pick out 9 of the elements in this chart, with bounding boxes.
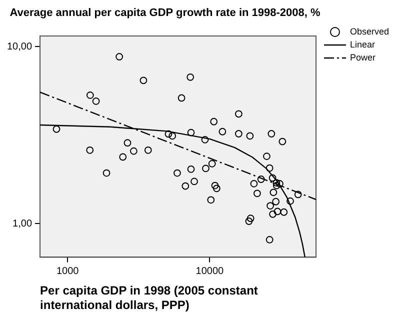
y-tick-label: 1,00 [12,218,32,230]
x-axis-title: Per capita GDP in 1998 (2005 constant international dollars, PPP) [40,284,258,312]
y-tick-label: 10,00 [6,41,32,52]
chart-title: Average annual per capita GDP growth rate in 1998-2008, % [8,6,322,21]
x-tick-label: 10000 [196,266,224,277]
x-tick-label: 1000 [56,266,80,277]
legend-label: Linear [350,39,376,50]
legend-label: Power [350,52,376,62]
legend-label: Observed [350,26,390,36]
